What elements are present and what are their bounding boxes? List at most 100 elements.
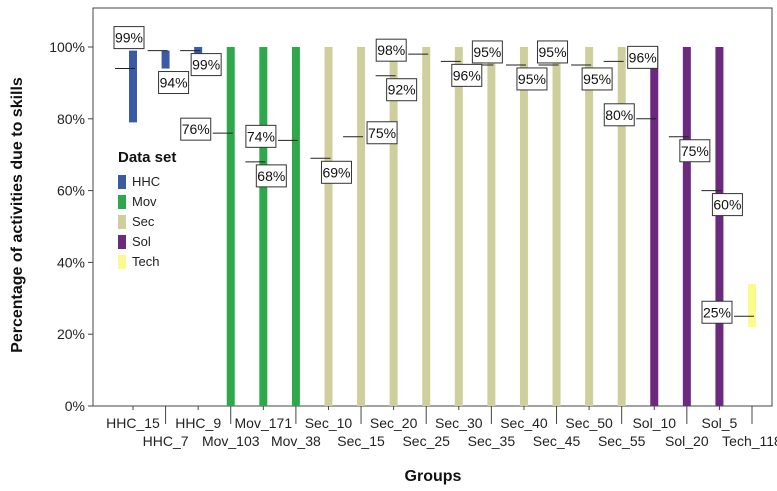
y-tick-label: 40% — [57, 254, 85, 270]
y-axis: 0% 20% 40% 60% 80% 100% — [49, 39, 93, 414]
bar-Sec_20 — [389, 47, 398, 406]
data-label-box — [255, 164, 287, 188]
data-label: 96% — [627, 45, 659, 69]
bar-Sec_55 — [617, 47, 626, 406]
data-label-text: 75% — [681, 143, 709, 159]
legend-swatch-sec — [118, 215, 126, 229]
legend-swatch-mov — [118, 195, 126, 209]
data-label: 80% — [603, 103, 635, 127]
data-label: 92% — [386, 78, 418, 102]
data-label-text: 75% — [368, 125, 396, 141]
bar-Sol_5 — [715, 47, 724, 406]
y-tick-label: 20% — [57, 326, 85, 342]
data-label: 98% — [375, 38, 407, 62]
data-label-box — [366, 121, 398, 145]
legend: Data set HHC Mov Sec Sol Tech — [118, 149, 176, 269]
data-label-box — [320, 160, 352, 184]
y-tick-label: 80% — [57, 111, 85, 127]
x-tick-label: Tech_118 — [722, 433, 777, 449]
data-label: 94% — [158, 71, 190, 95]
data-label-box — [158, 71, 190, 95]
data-label-text: 60% — [713, 197, 741, 213]
bar-Sec_10 — [324, 47, 333, 406]
y-tick-label: 60% — [57, 183, 85, 199]
y-tick-label: 0% — [65, 398, 85, 414]
x-tick-label: Sol_5 — [702, 415, 738, 431]
legend-label-tech: Tech — [132, 254, 159, 269]
x-tick-label: Sec_35 — [468, 433, 516, 449]
x-tick-label: Sec_45 — [533, 433, 581, 449]
bar-Sec_15 — [357, 47, 366, 406]
data-label-box — [701, 300, 733, 324]
data-label-text: 99% — [192, 57, 220, 73]
x-tick-label: Mov_103 — [202, 433, 260, 449]
data-label: 76% — [180, 117, 212, 141]
y-axis-title: Percentage of activities due to skills — [9, 77, 26, 353]
data-label-box — [537, 40, 569, 64]
data-label-text: 68% — [257, 168, 285, 184]
data-label-text: 95% — [583, 71, 611, 87]
x-tick-label: Sol_20 — [665, 433, 709, 449]
data-label-box — [113, 26, 145, 50]
bar-HHC_7 — [161, 50, 170, 69]
data-label: 99% — [113, 26, 145, 50]
legend-swatch-sol — [118, 235, 126, 249]
data-label: 60% — [711, 193, 743, 217]
x-tick-label: Sec_50 — [565, 415, 613, 431]
data-label-box — [581, 67, 613, 91]
data-label: 25% — [701, 300, 733, 324]
data-label-box — [190, 53, 222, 77]
x-tick-label: Mov_171 — [235, 415, 293, 431]
legend-label-mov: Mov — [132, 194, 157, 209]
x-tick-label: Sol_10 — [632, 415, 676, 431]
x-tick-label: HHC_7 — [143, 433, 189, 449]
bar-HHC_15 — [129, 50, 137, 123]
data-labels: 99%94%99%76% 74%68% 69%75%98%92%96%95%95%9… — [113, 26, 743, 324]
data-label: 68% — [255, 164, 287, 188]
data-label-text: 69% — [322, 164, 350, 180]
x-tick-label: Sec_55 — [598, 433, 646, 449]
data-label-box — [471, 40, 503, 64]
bar-Sec_50 — [585, 47, 594, 406]
x-tick-label: HHC_9 — [175, 415, 221, 431]
x-tick-label: Sec_20 — [370, 415, 418, 431]
data-label-box — [180, 117, 212, 141]
bar-Sol_10 — [650, 47, 659, 406]
data-label-text: 95% — [518, 71, 546, 87]
x-tick-label: Mov_38 — [271, 433, 321, 449]
data-label: 95% — [471, 40, 503, 64]
data-label-text: 80% — [605, 107, 633, 123]
x-tick-label: Sec_15 — [337, 433, 385, 449]
data-label: 95% — [581, 67, 613, 91]
legend-swatch-hhc — [118, 175, 126, 189]
data-label: 96% — [451, 63, 483, 87]
data-label-text: 76% — [182, 121, 210, 137]
data-label-text: 96% — [453, 67, 481, 83]
data-label-box — [679, 139, 711, 163]
bar-Sec_40 — [519, 47, 528, 406]
data-label-box — [245, 124, 277, 148]
x-tick-label: HHC_15 — [106, 415, 160, 431]
bar-Sec_25 — [422, 47, 431, 406]
data-label-text: 94% — [160, 75, 188, 91]
bar-Mov_38 — [291, 47, 300, 406]
x-tick-label: Sec_10 — [305, 415, 353, 431]
data-label-text: 92% — [388, 82, 416, 98]
x-tick-label: Sec_30 — [435, 415, 483, 431]
data-label-box — [603, 103, 635, 127]
data-label-text: 98% — [377, 42, 405, 58]
legend-label-hhc: HHC — [132, 174, 160, 189]
bar-Sol_20 — [682, 47, 691, 406]
data-label-text: 96% — [629, 49, 657, 65]
data-label: 95% — [537, 40, 569, 64]
bar-Mov_171 — [259, 47, 268, 406]
y-tick-label: 100% — [49, 39, 85, 55]
data-label: 74% — [245, 124, 277, 148]
data-label: 99% — [190, 53, 222, 77]
data-label-text: 25% — [703, 304, 731, 320]
x-tick-label: Sec_40 — [500, 415, 548, 431]
data-label: 75% — [679, 139, 711, 163]
bar-Sec_30 — [454, 47, 463, 406]
